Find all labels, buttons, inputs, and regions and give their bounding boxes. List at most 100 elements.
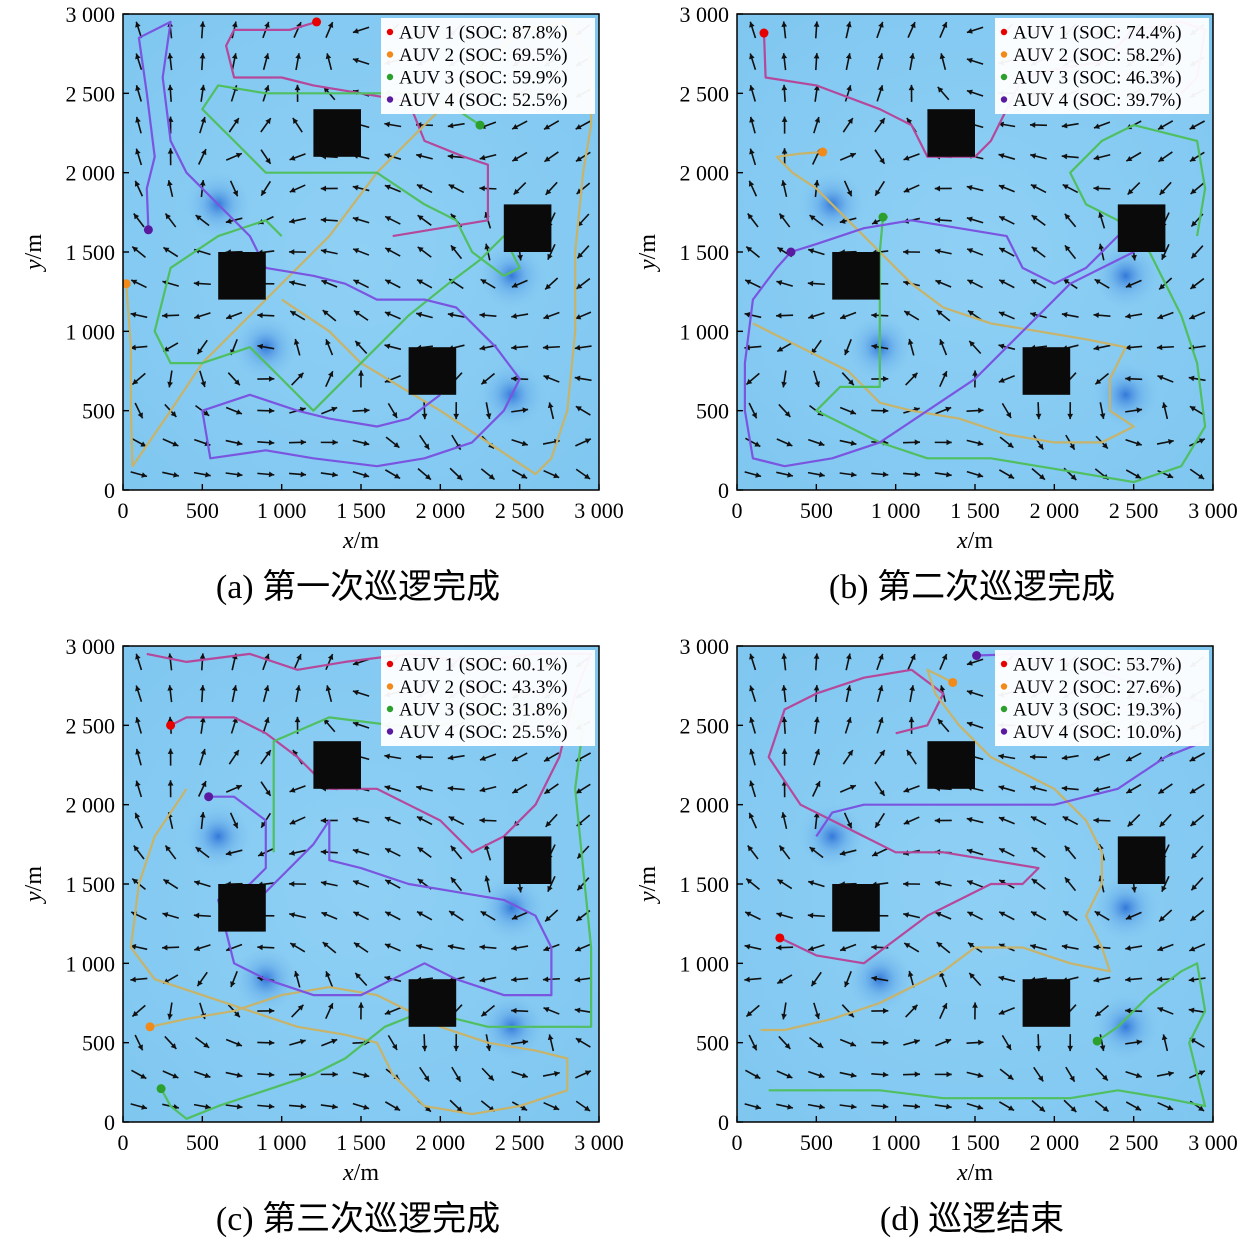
current-arrow: [776, 280, 793, 287]
current-arrow: [131, 246, 146, 258]
current-arrow: [998, 247, 1015, 257]
current-arrow: [781, 685, 788, 703]
y-tick-label: 3 000: [66, 634, 116, 659]
legend-entry: AUV 2 (SOC: 58.2%): [1013, 45, 1182, 66]
current-arrow: [292, 117, 303, 133]
legend-marker: [1000, 660, 1008, 668]
current-arrow: [130, 311, 148, 319]
current-arrow: [744, 1103, 762, 1110]
current-arrow: [194, 1070, 211, 1079]
current-arrow: [576, 877, 590, 891]
current-arrow: [748, 402, 758, 419]
current-arrow: [876, 685, 884, 703]
current-arrow: [934, 1071, 952, 1078]
vortex-marker: [477, 241, 546, 310]
current-arrow: [1093, 344, 1111, 351]
vortex-marker: [1091, 360, 1160, 429]
current-arrow: [228, 117, 240, 133]
legend-marker: [1000, 683, 1008, 690]
current-arrow: [135, 748, 142, 766]
current-arrow: [575, 1070, 592, 1079]
x-tick-label: 1 500: [336, 1130, 386, 1155]
current-arrow: [193, 312, 211, 320]
current-arrow: [384, 311, 401, 320]
current-arrow: [903, 881, 921, 887]
current-arrow: [871, 471, 889, 478]
current-arrow: [164, 213, 177, 228]
legend: AUV 1 (SOC: 87.8%)AUV 2 (SOC: 69.5%)AUV …: [381, 18, 595, 114]
current-arrow: [547, 243, 556, 261]
y-tick-label: 2 000: [66, 793, 116, 818]
current-arrow: [749, 148, 757, 166]
current-arrow: [450, 244, 463, 260]
current-arrow: [325, 685, 333, 703]
current-arrow: [131, 372, 146, 386]
y-tick-label: 1 000: [680, 951, 730, 976]
current-arrow: [257, 407, 275, 414]
current-arrow: [813, 116, 821, 134]
current-arrow: [807, 280, 825, 287]
current-arrow: [749, 116, 756, 134]
legend-marker: [1000, 73, 1008, 81]
legend: AUV 1 (SOC: 53.7%)AUV 2 (SOC: 27.6%)AUV …: [995, 650, 1209, 746]
current-arrow: [480, 1004, 496, 1017]
current-arrow: [778, 845, 791, 860]
current-arrow: [1001, 1034, 1012, 1051]
current-arrow: [1033, 1066, 1044, 1082]
current-arrow: [1030, 815, 1047, 826]
current-arrow: [998, 184, 1015, 193]
current-arrow: [511, 911, 528, 920]
current-arrow: [417, 468, 432, 481]
current-arrow: [776, 312, 794, 319]
current-arrow: [903, 1071, 921, 1078]
current-arrow: [228, 749, 240, 765]
current-arrow: [511, 407, 529, 414]
current-arrow: [845, 53, 852, 71]
y-tick-label: 1 000: [680, 319, 730, 344]
current-arrow: [809, 1036, 824, 1049]
current-arrow: [1061, 754, 1079, 761]
current-arrow: [843, 180, 853, 197]
current-arrow: [135, 21, 143, 39]
current-arrow: [320, 217, 338, 223]
current-arrow: [511, 120, 528, 130]
current-arrow: [575, 468, 591, 480]
auv-4-position: [972, 651, 982, 661]
current-arrow: [839, 471, 857, 478]
legend-marker: [386, 683, 394, 690]
current-arrow: [262, 53, 270, 71]
current-arrow: [193, 1103, 211, 1110]
panel-caption: (a) 第一次巡逻完成: [216, 568, 500, 606]
current-arrow: [839, 943, 857, 952]
current-arrow: [167, 53, 174, 71]
current-arrow: [966, 407, 984, 414]
current-arrow: [844, 716, 852, 734]
current-arrow: [966, 1071, 984, 1078]
y-tick-label: 2 500: [66, 713, 116, 738]
current-arrow: [781, 53, 788, 71]
current-arrow: [325, 370, 334, 388]
current-arrow: [543, 1007, 560, 1015]
current-arrow: [776, 471, 794, 478]
current-arrow: [575, 311, 592, 320]
current-arrow: [289, 153, 306, 161]
current-arrow: [547, 402, 555, 420]
current-arrow: [1125, 1039, 1143, 1046]
current-arrow: [744, 311, 762, 319]
current-arrow: [544, 277, 559, 291]
current-arrow: [325, 53, 333, 71]
current-arrow: [543, 120, 560, 131]
current-arrow: [199, 21, 206, 39]
current-arrow: [839, 1103, 857, 1110]
current-arrow: [1093, 753, 1111, 761]
current-arrow: [384, 879, 401, 889]
current-arrow: [871, 975, 889, 982]
current-arrow: [291, 372, 305, 386]
legend-entry: AUV 3 (SOC: 19.3%): [1013, 700, 1182, 721]
current-arrow: [320, 248, 338, 255]
current-arrow: [781, 116, 788, 134]
current-arrow: [384, 847, 401, 857]
current-arrow: [576, 245, 590, 259]
legend-entry: AUV 3 (SOC: 46.3%): [1013, 68, 1182, 89]
current-arrow: [807, 1103, 825, 1110]
